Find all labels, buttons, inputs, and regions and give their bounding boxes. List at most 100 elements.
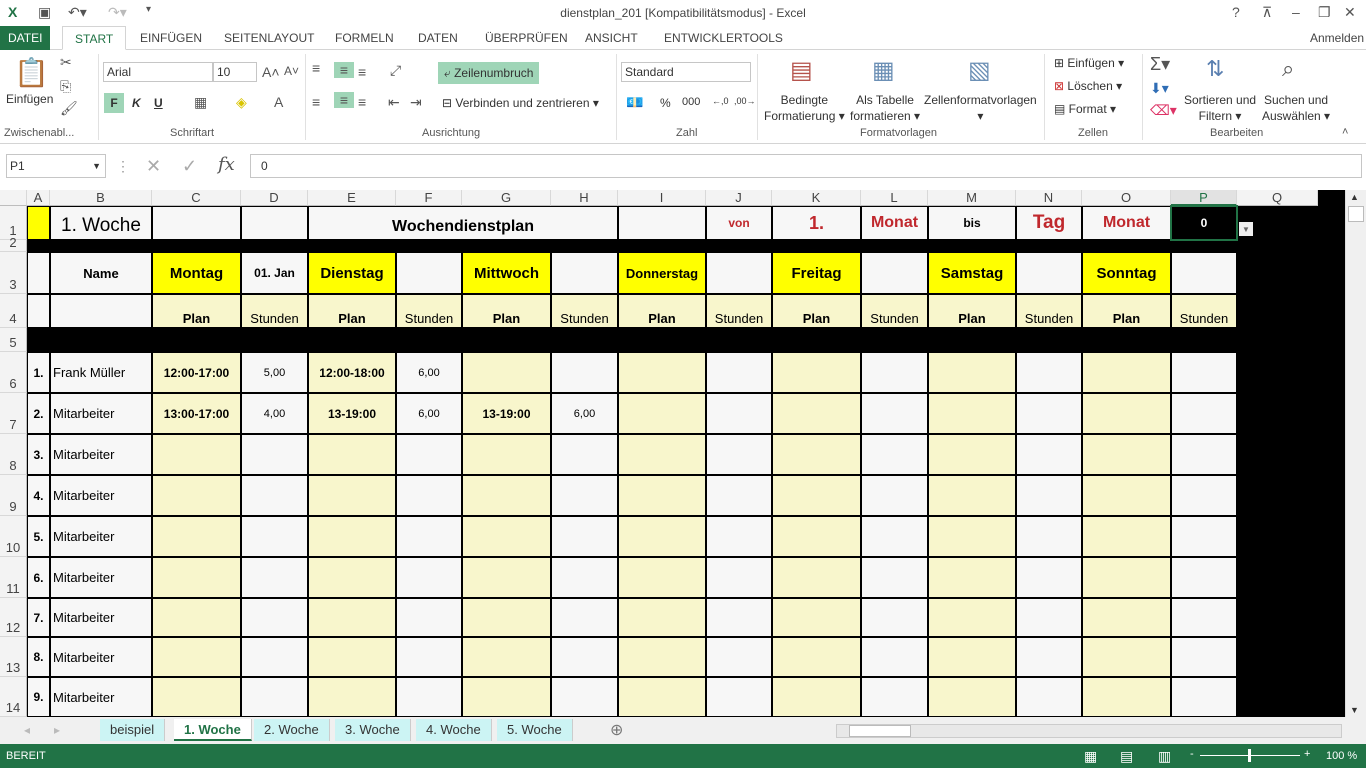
row-header-3[interactable]: 3 xyxy=(0,252,27,294)
help-button[interactable]: ? xyxy=(1232,4,1240,20)
hours-cell[interactable] xyxy=(1172,476,1236,515)
hours-cell[interactable] xyxy=(1172,394,1236,433)
font-color-icon[interactable]: A xyxy=(274,94,284,110)
hours-cell[interactable] xyxy=(1172,517,1236,556)
day-header-dienstag[interactable]: Dienstag xyxy=(309,253,395,293)
percent-button[interactable]: % xyxy=(660,96,671,110)
hours-cell[interactable] xyxy=(707,638,771,676)
decrease-font-icon[interactable]: A˅ xyxy=(284,64,300,78)
hours-cell[interactable] xyxy=(862,558,927,597)
cell[interactable] xyxy=(707,253,771,293)
plan-header[interactable]: Plan xyxy=(1083,295,1170,327)
dropdown-arrow-icon[interactable]: ▼ xyxy=(1239,222,1253,236)
employee-name[interactable]: Frank Müller xyxy=(51,353,151,392)
hours-cell[interactable] xyxy=(862,599,927,636)
hours-cell[interactable] xyxy=(1172,353,1236,392)
column-header-K[interactable]: K xyxy=(772,190,861,206)
format-cells-button[interactable]: ▤ Format ▾ xyxy=(1054,102,1117,116)
customize-qat-icon[interactable]: ▾ xyxy=(146,4,152,15)
hours-cell[interactable] xyxy=(1172,599,1236,636)
hours-cell[interactable] xyxy=(1017,517,1081,556)
column-header-J[interactable]: J xyxy=(706,190,772,206)
cell[interactable] xyxy=(28,295,49,327)
hours-cell[interactable] xyxy=(707,435,771,474)
plan-cell[interactable] xyxy=(309,599,395,636)
plan-cell[interactable] xyxy=(929,558,1015,597)
cut-icon[interactable]: ✂ xyxy=(60,54,72,70)
increase-font-icon[interactable]: A˄ xyxy=(262,64,280,80)
hours-header[interactable]: Stunden xyxy=(862,295,927,327)
sheet-tab[interactable]: 2. Woche xyxy=(254,719,330,741)
plan-cell[interactable] xyxy=(309,638,395,676)
hours-cell[interactable] xyxy=(707,678,771,716)
plan-cell[interactable] xyxy=(619,517,705,556)
plan-cell[interactable] xyxy=(309,558,395,597)
corner[interactable] xyxy=(0,190,27,206)
plan-header[interactable]: Plan xyxy=(773,295,860,327)
hours-cell[interactable] xyxy=(552,435,617,474)
column-header-M[interactable]: M xyxy=(928,190,1016,206)
week-label[interactable]: 1. Woche xyxy=(51,207,151,239)
hours-cell[interactable]: 5,00 xyxy=(242,353,307,392)
redo-icon[interactable]: ↷▾ xyxy=(108,4,127,20)
plan-cell[interactable] xyxy=(619,435,705,474)
plan-cell[interactable] xyxy=(463,678,550,716)
sheet-tab[interactable]: 5. Woche xyxy=(497,719,573,741)
hours-cell[interactable] xyxy=(862,638,927,676)
hours-header[interactable]: Stunden xyxy=(552,295,617,327)
row-number[interactable]: 5. xyxy=(28,517,49,556)
sort-filter-button[interactable]: Sortieren und Filtern ▾ xyxy=(1184,93,1257,123)
day-header-montag[interactable]: Montag xyxy=(153,253,240,293)
employee-name[interactable]: Mitarbeiter xyxy=(51,394,151,433)
page-break-icon[interactable]: ▥ xyxy=(1158,748,1172,764)
scroll-up-icon[interactable]: ▲ xyxy=(1350,192,1359,202)
tab-daten[interactable]: DATEN xyxy=(418,31,458,45)
plan-cell[interactable] xyxy=(773,599,860,636)
name-header[interactable]: Name xyxy=(51,253,151,293)
hours-header[interactable]: Stunden xyxy=(1017,295,1081,327)
hours-cell[interactable] xyxy=(1172,638,1236,676)
hours-header[interactable]: Stunden xyxy=(397,295,461,327)
plan-header[interactable]: Plan xyxy=(929,295,1015,327)
column-header-A[interactable]: A xyxy=(27,190,50,206)
hours-cell[interactable] xyxy=(862,394,927,433)
align-right-icon[interactable]: ≡ xyxy=(358,94,367,110)
employee-name[interactable]: Mitarbeiter xyxy=(51,638,151,676)
normal-view-icon[interactable]: ▦ xyxy=(1084,748,1098,764)
day-header-donnerstag[interactable]: Donnerstag xyxy=(619,253,705,293)
hours-cell[interactable] xyxy=(862,476,927,515)
row-header-4[interactable]: 4 xyxy=(0,294,27,328)
day-header-freitag[interactable]: Freitag xyxy=(773,253,860,293)
borders-icon[interactable]: ▦ xyxy=(194,94,208,110)
tab-start[interactable]: START xyxy=(62,26,127,50)
column-header-E[interactable]: E xyxy=(308,190,396,206)
selected-cell-p1[interactable]: 0 xyxy=(1170,205,1238,241)
zoom-slider-handle[interactable] xyxy=(1248,749,1251,762)
plan-cell[interactable] xyxy=(309,517,395,556)
hours-cell[interactable] xyxy=(707,394,771,433)
plan-cell[interactable] xyxy=(153,599,240,636)
hours-cell[interactable] xyxy=(552,517,617,556)
plan-cell[interactable] xyxy=(1083,394,1170,433)
vertical-scrollbar[interactable]: ▲ ▼ xyxy=(1345,190,1366,717)
plan-header[interactable]: Plan xyxy=(619,295,705,327)
column-header-P[interactable]: P xyxy=(1171,190,1237,206)
tab-scroll-right-icon[interactable]: ▸ xyxy=(54,723,61,737)
plan-cell[interactable] xyxy=(929,517,1015,556)
increase-indent-icon[interactable]: ⇥ xyxy=(410,94,422,110)
tab-ansicht[interactable]: ANSICHT xyxy=(585,31,638,45)
plan-cell[interactable] xyxy=(619,394,705,433)
align-left-icon[interactable]: ≡ xyxy=(312,94,321,110)
column-header-L[interactable]: L xyxy=(861,190,928,206)
tab-ueberpruefen[interactable]: ÜBERPRÜFEN xyxy=(485,31,568,45)
copy-icon[interactable]: ⎘ xyxy=(60,78,72,94)
save-icon[interactable]: ▣ xyxy=(38,4,52,20)
number-format-select[interactable]: Standard xyxy=(621,62,751,82)
sheet-tab[interactable]: 3. Woche xyxy=(335,719,411,741)
row-header-14[interactable]: 14 xyxy=(0,677,27,717)
plan-cell[interactable] xyxy=(463,517,550,556)
plan-cell[interactable] xyxy=(153,517,240,556)
column-header-I[interactable]: I xyxy=(618,190,706,206)
align-top-icon[interactable]: ≡ xyxy=(312,60,321,76)
plan-cell[interactable] xyxy=(929,394,1015,433)
